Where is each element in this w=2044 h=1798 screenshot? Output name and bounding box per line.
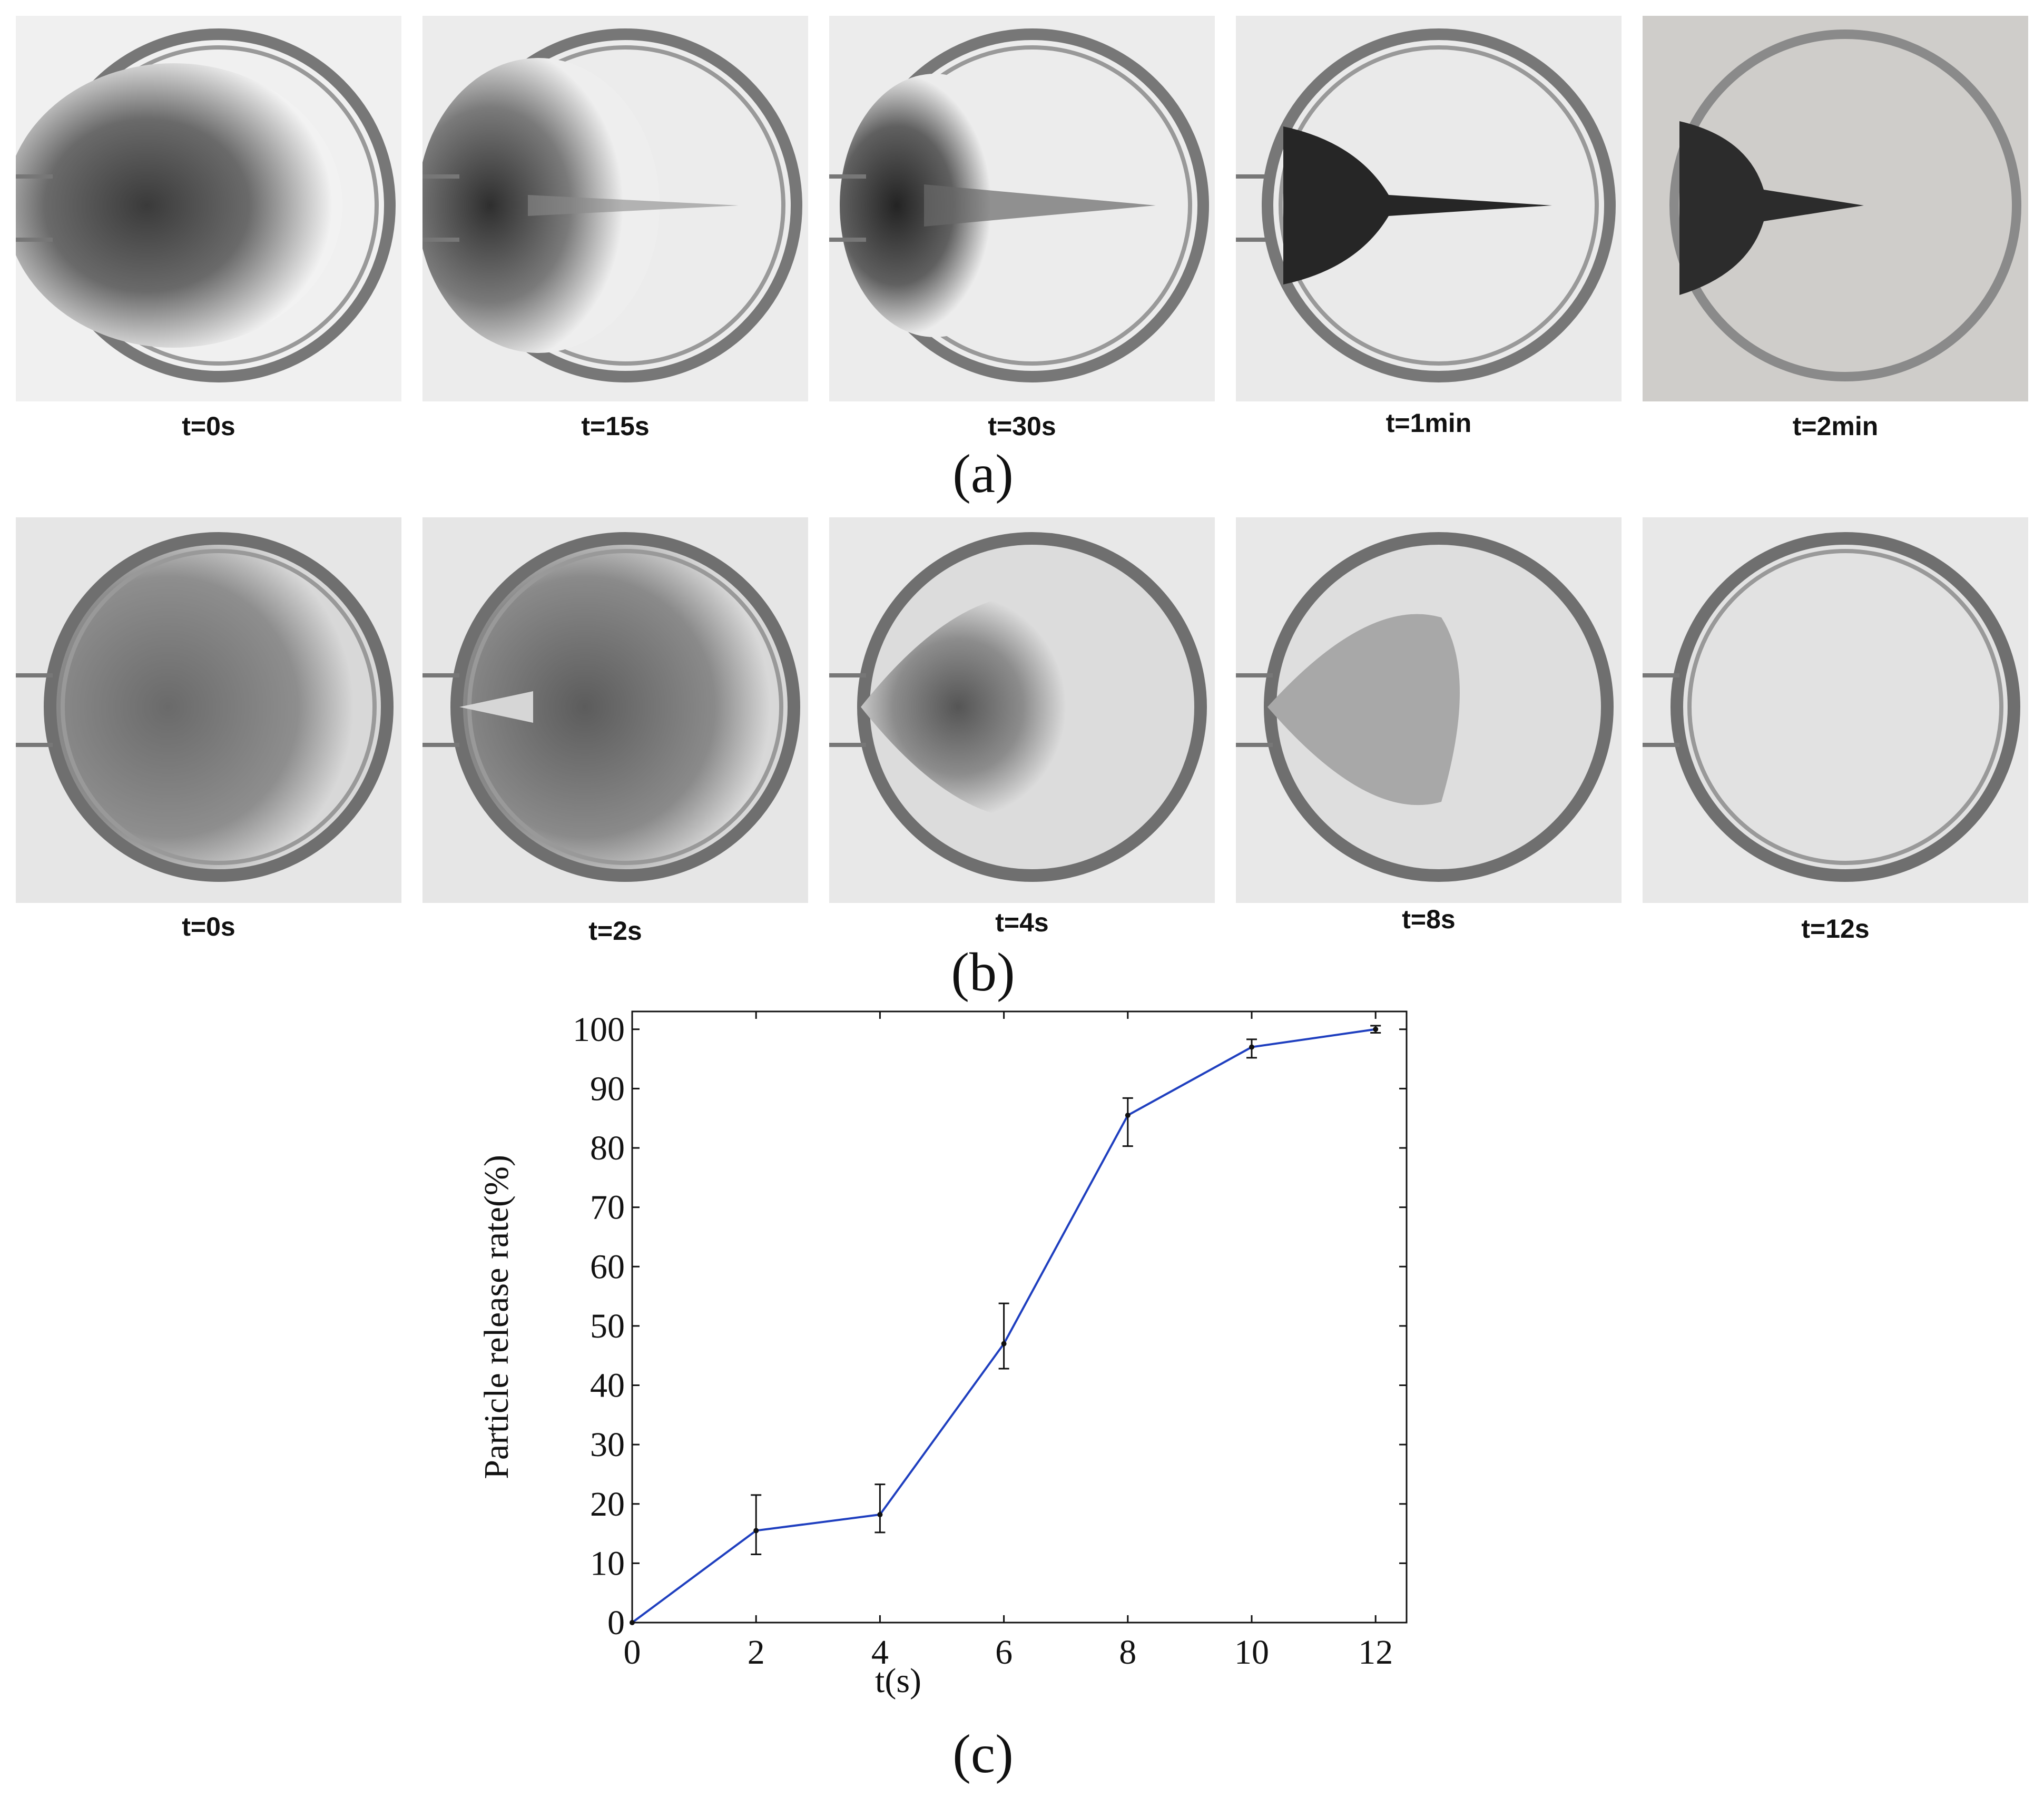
x-tick-label: 4 [871,1633,889,1672]
data-point [1249,1044,1254,1050]
data-point [1373,1026,1379,1032]
micrograph-b-2 [422,517,808,903]
x-tick-label: 6 [995,1633,1013,1672]
micrograph-b-4 [1236,517,1622,903]
data-point [1001,1341,1007,1347]
micrograph-a-5 [1643,16,2028,401]
y-axis-label: Particle release rate(%) [477,1155,516,1479]
y-tick-label: 10 [590,1544,625,1583]
panel-label-b: (b) [951,942,1015,1003]
data-point [630,1620,635,1625]
time-label-b-1: t=0s [182,912,235,941]
data-point [1125,1113,1131,1118]
micrograph-b-5 [1643,517,2028,903]
micrograph-a-1 [16,16,401,401]
plot-frame [631,1010,1408,1624]
time-label-a-4: t=1min [1385,408,1472,438]
time-label-b-2: t=2s [588,916,642,946]
x-tick-label: 12 [1358,1633,1393,1672]
time-label-b-3: t=4s [995,908,1049,937]
y-tick-label: 50 [590,1307,625,1345]
x-tick-label: 10 [1234,1633,1269,1672]
time-label-b-5: t=12s [1801,914,1870,944]
panel-label-a: (a) [952,444,1014,504]
micrograph-a-2 [422,16,808,401]
time-label-a-1: t=0s [182,411,235,441]
x-tick-label: 8 [1119,1633,1136,1672]
y-tick-label: 70 [590,1188,625,1227]
x-tick-label: 0 [624,1633,641,1672]
data-point [877,1512,883,1518]
x-tick-label: 2 [748,1633,765,1672]
time-label-a-5: t=2min [1792,411,1879,441]
time-label-a-2: t=15s [581,411,650,441]
y-tick-label: 30 [590,1426,625,1464]
micrograph-b-3 [829,517,1215,903]
time-label-b-4: t=8s [1402,905,1456,934]
y-tick-label: 40 [590,1367,625,1405]
micrograph-b-1 [16,517,401,903]
y-tick-label: 90 [590,1069,625,1108]
panel-label-c: (c) [952,1724,1014,1784]
micrograph-a-4 [1236,16,1622,401]
x-axis-label: t(s) [875,1662,921,1700]
y-tick-label: 60 [590,1247,625,1286]
micrograph-a-3 [829,16,1215,401]
y-tick-label: 100 [573,1010,625,1049]
release-rate-chart: 0 2 4 6 8 10 12 0 10 20 30 40 50 60 70 80 90 100 t(s) Parti… [477,1010,1408,1700]
y-tick-label: 80 [590,1129,625,1167]
data-point [753,1528,759,1534]
y-tick-label: 0 [607,1604,625,1642]
time-label-a-3: t=30s [988,411,1056,441]
y-tick-label: 20 [590,1485,625,1524]
